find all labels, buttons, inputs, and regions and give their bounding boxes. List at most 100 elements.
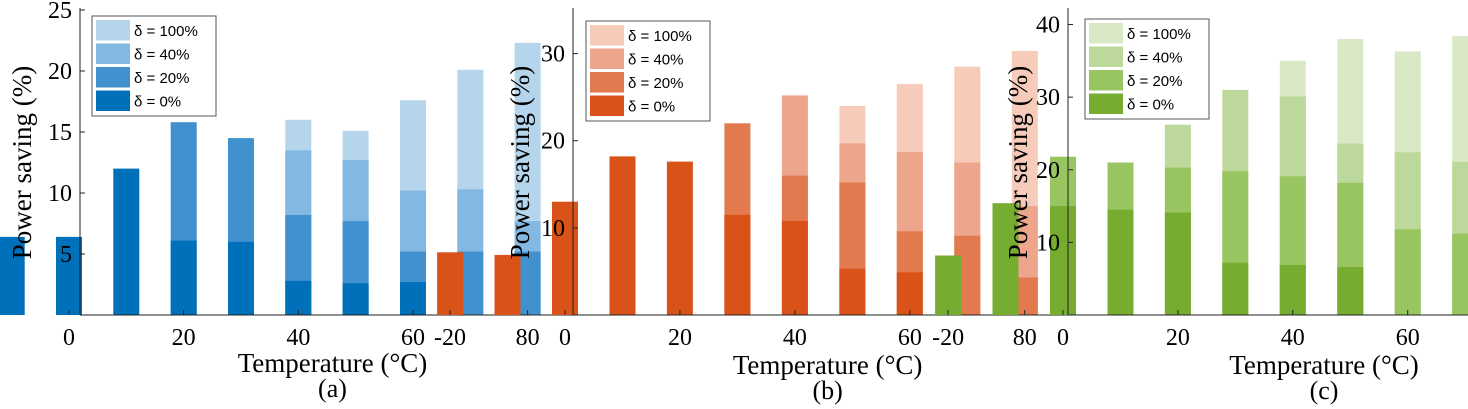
chart-panel-1: 5 10 15 20 25 -20 0 20 40 60 80 Temperature (°C) Pow…	[0, 0, 585, 403]
x-tick-label: 40	[1281, 325, 1305, 351]
legend-label: δ = 100%	[628, 28, 692, 45]
legend-swatch	[590, 95, 624, 116]
legend-swatch	[590, 48, 624, 69]
x-tick-label: 60	[898, 325, 922, 351]
bar	[935, 255, 962, 315]
y-axis-title: Power saving (%)	[1003, 66, 1033, 259]
bar	[1107, 209, 1134, 315]
bar	[1050, 206, 1076, 315]
bar	[1337, 267, 1364, 315]
y-axis-title: Power saving (%)	[7, 66, 37, 259]
bar	[400, 282, 426, 315]
x-tick-label: 80	[516, 325, 540, 351]
bar	[1394, 229, 1421, 315]
legend-label: δ = 0%	[628, 99, 675, 116]
legend-label: δ = 100%	[134, 23, 198, 40]
legend-label: δ = 0%	[134, 94, 181, 111]
x-axis-title: Temperature (°C)	[733, 350, 923, 380]
legend: δ = 100% δ = 40% δ = 20% δ = 0%	[91, 15, 217, 117]
bar	[609, 156, 636, 315]
bar	[724, 214, 751, 315]
bar	[896, 272, 923, 315]
y-tick-label: 10	[48, 181, 72, 207]
x-tick-label: 40	[783, 325, 807, 351]
bar	[1164, 212, 1191, 315]
series-3	[724, 123, 1038, 315]
legend-swatch	[96, 20, 130, 41]
legend: δ = 100% δ = 40% δ = 20% δ = 0%	[1084, 18, 1210, 120]
legend-label: δ = 40%	[1127, 50, 1182, 67]
legend-swatch	[96, 43, 130, 64]
series-4	[437, 156, 923, 315]
bar	[1222, 262, 1249, 315]
bar	[494, 254, 521, 315]
panel-label: (b)	[812, 376, 842, 405]
legend-swatch	[96, 90, 130, 111]
bar	[1452, 233, 1468, 315]
bar	[666, 161, 693, 315]
bar	[285, 280, 312, 315]
x-tick-label: 0	[63, 325, 75, 351]
x-tick-label: -20	[932, 325, 964, 351]
y-tick-label: 15	[48, 120, 72, 146]
panel-label: (c)	[1310, 376, 1339, 405]
x-axis-title: Temperature (°C)	[238, 348, 428, 378]
chart-panel-2: 10 20 30 -20 0 20 40 60 80 Temperature (°C) Power …	[434, 8, 1083, 405]
legend-label: δ = 40%	[628, 52, 683, 69]
x-tick-label: 20	[1166, 325, 1190, 351]
bar	[0, 236, 25, 315]
legend-swatch	[590, 72, 624, 93]
bar	[56, 236, 82, 315]
y-tick-label: 30	[541, 42, 565, 68]
y-tick-label: 5	[60, 242, 72, 268]
x-tick-label: 40	[286, 325, 310, 351]
y-tick-label: 10	[1036, 230, 1060, 256]
x-tick-label: 60	[1396, 325, 1420, 351]
legend-label: δ = 20%	[134, 70, 189, 87]
y-tick-label: 10	[541, 216, 565, 242]
bar	[113, 168, 140, 315]
legend-swatch	[590, 25, 624, 46]
x-tick-label: 60	[401, 325, 425, 351]
legend-swatch	[96, 67, 130, 88]
y-tick-label: 40	[1036, 13, 1060, 39]
legend-swatch	[1089, 70, 1123, 91]
bar	[170, 240, 197, 315]
legend-label: δ = 0%	[1127, 97, 1174, 114]
legend: δ = 100% δ = 40% δ = 20% δ = 0%	[585, 20, 711, 122]
y-tick-label: 20	[1036, 158, 1060, 184]
bar	[342, 283, 369, 315]
bar	[552, 201, 578, 315]
series-4	[935, 203, 1364, 315]
x-tick-label: 0	[559, 325, 571, 351]
chart-panel-3: 10 20 30 40 -20 0 20 40 60 80 Temperature (°C) Powe…	[932, 8, 1468, 405]
x-tick-label: 20	[172, 325, 196, 351]
x-tick-label: -20	[434, 325, 466, 351]
panel-label: (a)	[318, 374, 347, 403]
y-tick-label: 25	[48, 0, 72, 24]
legend-label: δ = 20%	[628, 75, 683, 92]
y-tick-label: 20	[48, 59, 72, 85]
x-tick-label: 80	[1013, 325, 1037, 351]
y-tick-label: 30	[1036, 85, 1060, 111]
x-tick-label: 0	[1057, 325, 1069, 351]
x-tick-label: 20	[668, 325, 692, 351]
series-4	[0, 168, 426, 315]
bar	[1279, 264, 1306, 315]
y-tick-label: 20	[541, 129, 565, 155]
legend-label: δ = 100%	[1127, 26, 1191, 43]
bar	[781, 220, 808, 315]
legend-swatch	[1089, 93, 1123, 114]
bar	[437, 252, 464, 315]
legend-label: δ = 40%	[134, 47, 189, 64]
bar	[992, 203, 1019, 315]
bar	[228, 241, 254, 315]
series-1	[1279, 36, 1468, 316]
x-axis-title: Temperature (°C)	[1229, 350, 1419, 380]
legend-swatch	[1089, 23, 1123, 44]
bar	[839, 268, 866, 315]
y-axis-title: Power saving (%)	[505, 66, 535, 259]
legend-label: δ = 20%	[1127, 73, 1182, 90]
series-2	[1164, 89, 1468, 316]
